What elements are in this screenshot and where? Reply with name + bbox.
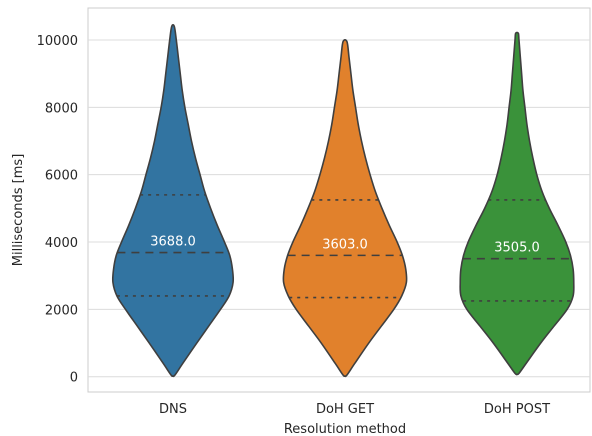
x-axis-label: Resolution method — [284, 422, 406, 436]
plot-frame — [87, 7, 591, 393]
y-tick-labels: 0 2000 4000 6000 8000 10000 — [37, 34, 78, 386]
violins: 3688.0 3603.0 3505.0 — [111, 24, 575, 378]
y-tick-label: 10000 — [37, 34, 78, 49]
y-tick-label: 0 — [70, 371, 78, 386]
x-tick-labels: DNS DoH GET DoH POST — [159, 402, 550, 417]
x-tick-label: DoH GET — [316, 402, 374, 417]
violin-body — [111, 24, 235, 378]
y-axis-label: Milliseconds [ms] — [11, 154, 26, 267]
x-tick-label: DNS — [159, 402, 187, 417]
y-tick-label: 6000 — [45, 169, 78, 184]
violin-body — [459, 31, 575, 376]
y-tick-label: 8000 — [45, 101, 78, 116]
y-tick-label: 2000 — [45, 303, 78, 318]
x-tick-label: DoH POST — [484, 402, 550, 417]
median-label: 3505.0 — [494, 241, 540, 256]
median-label: 3603.0 — [322, 237, 368, 252]
y-tick-label: 4000 — [45, 236, 78, 251]
median-label: 3688.0 — [150, 235, 196, 250]
violin-body — [282, 39, 408, 378]
